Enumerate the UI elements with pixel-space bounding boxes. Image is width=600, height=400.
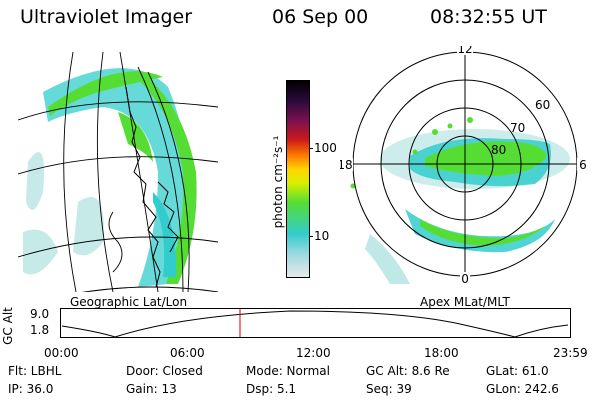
mlt-label-0: 0 (461, 272, 469, 286)
colorbar-unit-label: photon cm⁻²s⁻¹ (271, 135, 285, 229)
lat-label-80: 80 (491, 143, 506, 157)
info-gain: Gain: 13 (126, 382, 177, 396)
emission-spot (447, 123, 453, 129)
polar-auroral-plot: 12 18 6 0 60 70 80 (340, 46, 589, 286)
info-ip: IP: 36.0 (8, 382, 54, 396)
colorbar-tick-100: 100 (314, 141, 337, 155)
mlt-label-12: 12 (457, 46, 472, 56)
altitude-plot-frame (60, 308, 571, 338)
info-glon: GLon: 242.6 (486, 382, 559, 396)
altitude-curve (61, 310, 569, 338)
altitude-ylabel: GC Alt (1, 307, 15, 345)
right-panel-title: Apex MLat/MLT (420, 295, 510, 309)
mlt-label-6: 6 (579, 158, 587, 172)
info-glat: GLat: 61.0 (486, 364, 549, 378)
time-tick-0000: 00:00 (44, 346, 79, 360)
time-tick-0600: 06:00 (170, 346, 205, 360)
info-flt: Flt: LBHL (8, 364, 62, 378)
time-tick-1800: 18:00 (424, 346, 459, 360)
altitude-ytick-max: 9.0 (30, 307, 50, 321)
lat-label-60: 60 (535, 98, 550, 112)
emission-spot (412, 149, 418, 155)
pale-emission (365, 234, 410, 284)
colorbar (286, 80, 310, 278)
emission-spot (432, 129, 438, 135)
colorbar-tick-10: 10 (314, 229, 330, 243)
altitude-plot (60, 308, 571, 338)
emission-spot (467, 117, 473, 123)
mlt-label-18: 18 (340, 158, 353, 172)
altitude-ytick-min: 1.8 (30, 323, 50, 337)
instrument-title: Ultraviolet Imager (20, 6, 193, 28)
colorbar-tickmark (309, 148, 313, 149)
nightside-oval-cyan (405, 209, 555, 253)
time-tick-2359: 23:59 (553, 346, 588, 360)
emission-spot (350, 183, 356, 189)
nightside-oval-green (420, 219, 545, 246)
info-seq: Seq: 39 (366, 382, 412, 396)
info-dsp: Dsp: 5.1 (246, 382, 297, 396)
time-tick-1200: 12:00 (296, 346, 331, 360)
lat-label-70: 70 (510, 121, 525, 135)
dayside-oval-green (425, 141, 547, 176)
info-door: Door: Closed (126, 364, 203, 378)
info-gc-alt: GC Alt: 8.6 Re (366, 364, 450, 378)
info-mode: Mode: Normal (246, 364, 330, 378)
time-label: 08:32:55 UT (430, 6, 547, 28)
date-label: 06 Sep 00 (272, 6, 369, 28)
left-panel-title: Geographic Lat/Lon (70, 295, 188, 309)
geographic-auroral-image (18, 52, 218, 292)
colorbar-tickmark (309, 236, 313, 237)
